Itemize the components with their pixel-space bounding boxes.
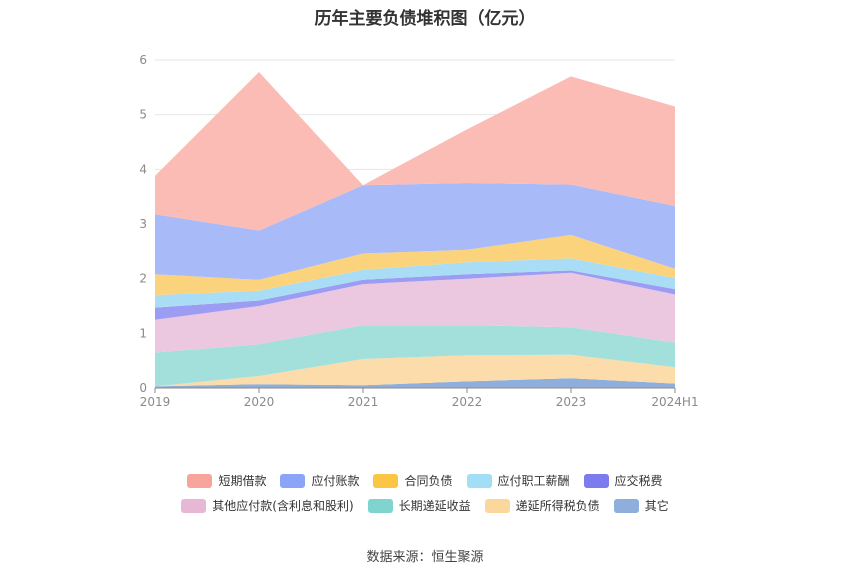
legend-swatch [466,473,492,488]
legend-swatch [367,498,393,513]
area-series-1[interactable] [155,354,675,387]
area-series[interactable] [155,72,675,388]
legend: 短期借款 应付账款 合同负债 应付职工薪酬 应交税费其他应付款(含利息和股利) 长期递延收… [0,472,850,522]
y-tick-label: 1 [139,326,147,340]
y-tick-label: 2 [139,272,147,286]
x-tick-label: 2021 [348,395,379,409]
area-series-7[interactable] [155,183,675,280]
y-tick-label: 3 [139,217,147,231]
legend-label: 其他应付款(含利息和股利) [212,499,354,513]
data-source-note: 数据来源：恒生聚源 [366,550,484,565]
legend-item[interactable]: 合同负债 [373,472,453,489]
legend-label: 其它 [644,499,669,513]
area-series-0[interactable] [155,378,675,388]
area-series-3[interactable] [155,272,675,353]
area-series-5[interactable] [155,258,675,308]
legend-label: 递延所得税负债 [515,499,600,513]
x-tick-label: 2022 [452,395,483,409]
legend-label: 长期递延收益 [398,499,471,513]
y-tick-label: 6 [139,53,147,67]
stacked-area-plot: 0 1 2 3 4 5 6 2019 2020 2021 2022 2023 2024H1 [139,53,698,409]
legend-swatch [181,498,207,513]
area-series-6[interactable] [155,234,675,296]
legend-item[interactable]: 应付职工薪酬 [466,472,570,489]
legend-swatch [583,473,609,488]
legend-label: 应交税费 [614,474,663,488]
legend-item[interactable]: 其他应付款(含利息和股利) [181,497,354,514]
legend-item[interactable]: 递延所得税负债 [484,497,600,514]
legend-item[interactable]: 短期借款 [187,472,266,489]
legend-swatch [280,473,306,488]
area-series-8[interactable] [155,72,675,231]
legend-item[interactable]: 应付账款 [280,472,359,489]
chart-title: 历年主要负债堆积图（亿元） [314,9,536,29]
x-tick-label: 2019 [140,395,171,409]
legend-item[interactable]: 应交税费 [583,472,663,489]
legend-label: 应付职工薪酬 [497,474,570,488]
x-tick-label: 2024H1 [651,395,698,409]
legend-row: 短期借款 应付账款 合同负债 应付职工薪酬 应交税费 [0,472,850,489]
y-tick-label: 4 [139,162,147,176]
y-tick-label: 0 [139,381,147,395]
legend-swatch [613,498,639,513]
legend-row: 其他应付款(含利息和股利) 长期递延收益 递延所得税负债 其它 [0,497,850,514]
legend-item[interactable]: 长期递延收益 [367,497,471,514]
x-tick-label: 2020 [244,395,275,409]
legend-label: 合同负债 [404,474,453,488]
x-tick-label: 2023 [556,395,587,409]
legend-swatch [187,473,213,488]
axes: 0 1 2 3 4 5 6 2019 2020 2021 2022 2023 2024H1 [139,53,698,409]
legend-item[interactable]: 其它 [613,497,669,514]
legend-label: 应付账款 [311,474,360,488]
area-series-2[interactable] [155,325,675,387]
legend-swatch [484,498,510,513]
legend-swatch [373,473,399,488]
area-series-4[interactable] [155,270,675,320]
legend-label: 短期借款 [218,474,267,488]
y-tick-label: 5 [139,108,147,122]
